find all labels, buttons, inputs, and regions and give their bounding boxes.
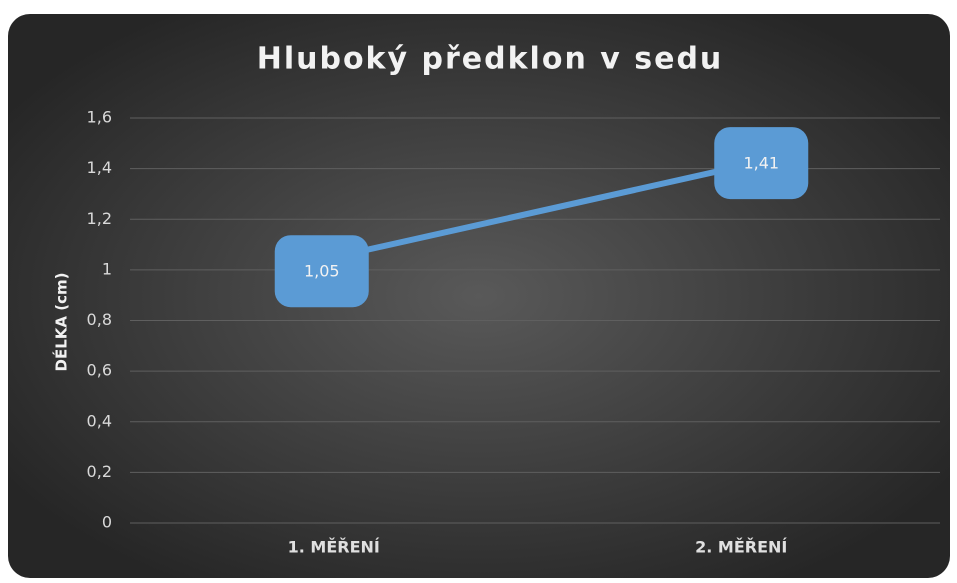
y-tick-label: 1,6 (87, 108, 112, 127)
y-tick-label: 1,4 (87, 158, 112, 177)
y-tick-label: 0,8 (87, 310, 112, 329)
chart-title: Hluboký předklon v sedu (257, 42, 724, 77)
y-tick-label: 0 (102, 513, 112, 532)
data-label: 1,41 (743, 154, 779, 173)
y-tick-label: 1,2 (87, 209, 112, 228)
data-line (330, 163, 745, 261)
data-label-box (274, 235, 369, 308)
y-tick-label: 0,4 (87, 411, 112, 430)
data-label-box (714, 127, 809, 200)
data-label: 1,05 (304, 262, 340, 281)
y-tick-label: 0,6 (87, 361, 112, 380)
chart-background (8, 14, 950, 578)
y-tick-label: 0,2 (87, 462, 112, 481)
y-tick-label: 1 (102, 259, 112, 278)
y-axis-label: DÉLKA (cm) (52, 273, 71, 372)
x-tick-label: 1. MĚŘENÍ (288, 538, 380, 557)
x-tick-label: 2. MĚŘENÍ (695, 538, 787, 557)
